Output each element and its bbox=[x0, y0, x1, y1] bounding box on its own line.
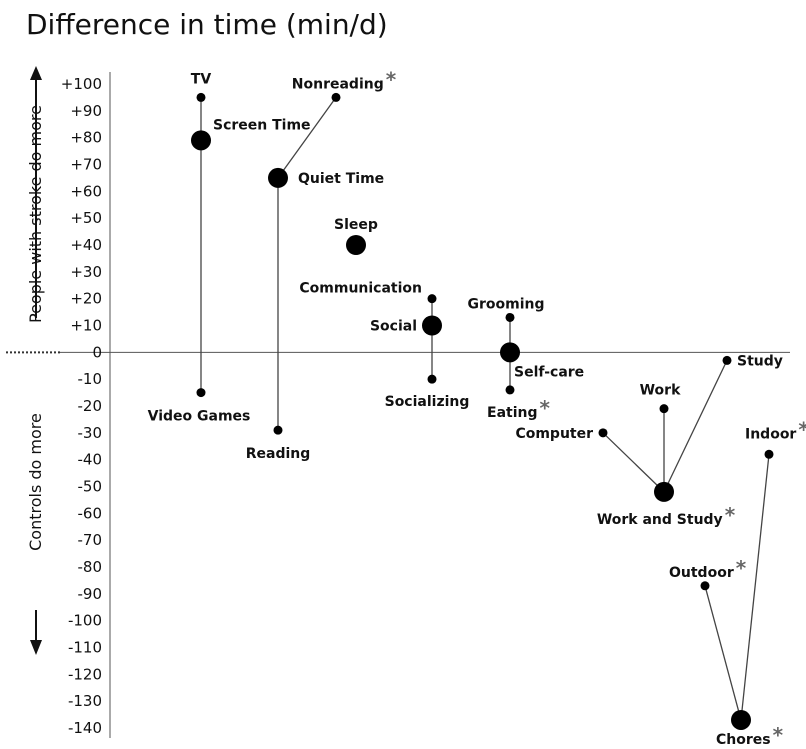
reading-point bbox=[273, 425, 283, 435]
significance-asterisk: * bbox=[725, 503, 736, 527]
nonreading-label: Nonreading * bbox=[292, 67, 397, 92]
ylabel-bottom: Controls do more bbox=[26, 413, 45, 551]
study-point bbox=[722, 355, 732, 365]
y-tick-label: +30 bbox=[70, 263, 102, 281]
study-label: Study bbox=[737, 353, 783, 369]
axis-side-labels: People with stroke do moreControls do mo… bbox=[26, 66, 45, 655]
link-line bbox=[602, 432, 665, 493]
y-tick-label: +80 bbox=[70, 129, 102, 147]
y-tick-label: -80 bbox=[78, 558, 103, 576]
outdoor-point bbox=[700, 581, 710, 591]
up-arrow-head bbox=[30, 66, 42, 80]
reading-label: Reading bbox=[246, 446, 311, 462]
y-tick-label: -10 bbox=[78, 370, 103, 388]
video-games-label: Video Games bbox=[148, 409, 251, 425]
sleep-label: Sleep bbox=[334, 217, 378, 233]
y-tick-label: +60 bbox=[70, 182, 102, 200]
chores-point bbox=[731, 709, 751, 730]
y-tick-label: -120 bbox=[68, 665, 102, 683]
y-tick-label: +70 bbox=[70, 156, 102, 174]
y-tick-label: -60 bbox=[78, 504, 103, 522]
communication-label: Communication bbox=[299, 281, 422, 297]
grooming-label: Grooming bbox=[467, 296, 544, 312]
down-arrow-head bbox=[30, 640, 42, 655]
significance-asterisk: * bbox=[386, 67, 397, 91]
sleep-point bbox=[346, 235, 366, 255]
social-point bbox=[422, 315, 442, 336]
significance-asterisk: * bbox=[773, 723, 784, 747]
screen-time-label: Screen Time bbox=[213, 117, 311, 133]
link-line bbox=[277, 97, 337, 179]
y-tick-label: +50 bbox=[70, 209, 102, 227]
point-labels: TV Screen Time Video Games Nonreading * Quiet… bbox=[148, 67, 806, 748]
link-line bbox=[663, 360, 728, 493]
eating-label: Eating * bbox=[487, 396, 551, 421]
y-tick-label: +10 bbox=[70, 317, 102, 335]
y-tick-label: -90 bbox=[78, 585, 103, 603]
social-label: Social bbox=[370, 319, 417, 335]
y-tick-label: -110 bbox=[68, 639, 102, 657]
quiet-time-label: Quiet Time bbox=[298, 171, 384, 187]
data-points bbox=[191, 92, 774, 730]
work-label: Work bbox=[640, 383, 681, 399]
eating-point bbox=[505, 385, 515, 395]
y-tick-label: +100 bbox=[61, 75, 102, 93]
y-tick-label: 0 bbox=[92, 343, 102, 361]
significance-asterisk: * bbox=[798, 417, 806, 441]
tv-point bbox=[196, 92, 206, 102]
video-games-point bbox=[196, 388, 206, 398]
y-tick-label: -50 bbox=[78, 478, 103, 496]
computer-point bbox=[598, 428, 608, 438]
computer-label: Computer bbox=[515, 426, 593, 442]
grooming-point bbox=[505, 312, 515, 322]
significance-asterisk: * bbox=[736, 556, 747, 580]
nonreading-point bbox=[331, 92, 341, 102]
y-tick-label: -130 bbox=[68, 692, 102, 710]
axes: +100+90+80+70+60+50+40+30+20+100-10-20-3… bbox=[6, 72, 790, 738]
y-tick-label: +90 bbox=[70, 102, 102, 120]
indoor-point bbox=[764, 449, 774, 459]
link-lines bbox=[200, 97, 770, 721]
tv-label: TV bbox=[191, 71, 212, 87]
socializing-point bbox=[427, 374, 437, 384]
indoor-label: Indoor* bbox=[745, 417, 806, 442]
y-tick-label: -140 bbox=[68, 719, 102, 737]
chores-label: Chores * bbox=[716, 723, 784, 748]
outdoor-label: Outdoor * bbox=[669, 556, 747, 581]
communication-point bbox=[427, 294, 437, 304]
work-and-study-point bbox=[654, 481, 674, 502]
y-tick-label: -70 bbox=[78, 531, 103, 549]
work-point bbox=[659, 404, 669, 414]
y-tick-label: -40 bbox=[78, 451, 103, 469]
screen-time-point bbox=[191, 130, 211, 151]
y-tick-label: -30 bbox=[78, 424, 103, 442]
quiet-time-point bbox=[268, 167, 288, 188]
self-care-label: Self-care bbox=[514, 364, 584, 380]
y-tick-label: +40 bbox=[70, 236, 102, 254]
significance-asterisk: * bbox=[540, 396, 551, 420]
link-line bbox=[704, 585, 742, 721]
work-and-study-label: Work and Study * bbox=[597, 503, 736, 528]
y-tick-label: -20 bbox=[78, 397, 103, 415]
chart-title: Difference in time (min/d) bbox=[26, 8, 388, 41]
self-care-point bbox=[500, 342, 520, 363]
socializing-label: Socializing bbox=[385, 394, 470, 410]
y-tick-label: -100 bbox=[68, 612, 102, 630]
link-line bbox=[740, 454, 770, 721]
y-tick-label: +20 bbox=[70, 290, 102, 308]
